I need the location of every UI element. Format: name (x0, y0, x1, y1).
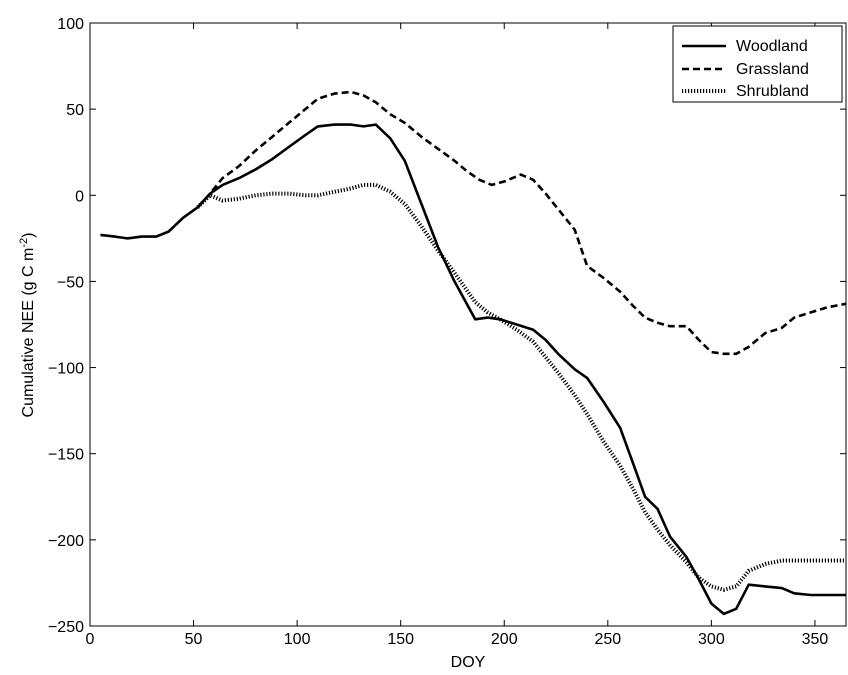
y-axis-label-tail: ) (20, 233, 37, 238)
y-tick-label: 0 (75, 188, 84, 205)
x-tick-label: 0 (86, 631, 95, 648)
x-tick-label: 250 (594, 631, 621, 648)
x-tick-label: 350 (802, 631, 829, 648)
series-line-shrubland (196, 182, 846, 592)
x-tick-label: 200 (491, 631, 518, 648)
y-axis-label: Cumulative NEE (g C m-2) (18, 233, 37, 418)
legend-label-shrubland: Shrubland (736, 83, 809, 100)
legend: Woodland Grassland Shrubland (672, 25, 843, 103)
plot-area (89, 22, 847, 627)
x-axis-label: DOY (451, 654, 486, 671)
x-tick-label: 50 (185, 631, 203, 648)
ticks-layer: 0 50 100 150 200 250 300 350 100 50 0 −50 −100 −150 −2… (48, 16, 846, 648)
y-tick-label: 50 (66, 102, 84, 119)
x-tick-label: 100 (284, 631, 311, 648)
legend-label-grassland: Grassland (736, 61, 809, 78)
y-tick-label: −100 (48, 361, 84, 378)
x-tick-label: 300 (698, 631, 725, 648)
y-tick-label: −150 (48, 447, 84, 464)
y-axis-label-main: Cumulative NEE (g C m (20, 248, 37, 418)
y-axis-label-superscript: -2 (18, 238, 30, 248)
series-layer (100, 90, 847, 616)
series-line-grassland (196, 90, 847, 356)
y-tick-label: 100 (57, 16, 84, 33)
x-tick-label: 150 (387, 631, 414, 648)
y-tick-label: −50 (57, 274, 84, 291)
y-tick-label: −200 (48, 533, 84, 550)
legend-label-woodland: Woodland (736, 38, 808, 55)
series-line-woodland (100, 123, 846, 616)
y-tick-label: −250 (48, 619, 84, 636)
